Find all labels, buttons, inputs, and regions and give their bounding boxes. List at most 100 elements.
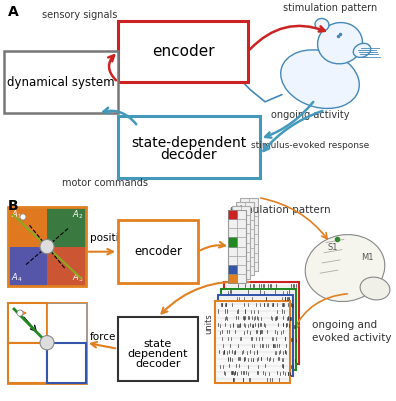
Circle shape [17,310,23,316]
Text: decoder: decoder [135,359,181,369]
Bar [118,116,260,178]
Bar [228,247,237,256]
Bar [232,243,241,252]
Bar [228,228,237,237]
Bar [118,220,198,284]
Bar [245,248,254,257]
Bar [245,220,254,229]
Text: encoder: encoder [152,44,214,59]
Bar [240,198,258,271]
Bar [237,228,246,237]
Bar [249,234,258,243]
Bar [4,51,118,113]
Bar [241,233,250,243]
Bar [236,220,245,229]
Bar [241,261,250,270]
Bar [232,206,241,215]
Bar [228,210,237,219]
Bar [245,202,254,211]
Bar [47,247,86,286]
Bar [232,215,241,224]
Bar [8,207,47,247]
Bar [241,215,250,224]
Bar [236,211,245,220]
Bar [8,303,47,343]
Text: $A_1$: $A_1$ [11,209,22,221]
Bar [249,225,258,234]
Text: position: position [90,233,131,243]
Bar [228,265,237,274]
Bar [240,234,249,243]
Text: ongoing activity: ongoing activity [271,110,349,120]
Text: units: units [204,313,213,334]
Bar [8,247,47,286]
Bar [245,266,254,275]
Bar [240,243,249,253]
Bar [236,202,254,275]
Bar [245,239,254,247]
Bar [228,219,237,228]
Bar [8,303,86,383]
Ellipse shape [318,22,362,64]
Text: $A_2$: $A_2$ [72,209,83,221]
Bar [228,210,246,284]
Bar [228,274,237,284]
Bar [236,202,245,211]
Bar [47,207,86,247]
Bar [240,225,249,234]
Ellipse shape [305,235,385,302]
Bar [241,224,250,233]
Text: dynamical system: dynamical system [7,76,115,89]
Bar [245,229,254,239]
Text: stimulation pattern: stimulation pattern [230,205,330,215]
Text: sensory signals: sensory signals [42,10,118,20]
Text: stimulation pattern: stimulation pattern [283,3,377,13]
Ellipse shape [360,277,390,300]
Circle shape [40,336,54,350]
Bar [241,270,250,279]
Bar [8,207,86,286]
Bar [236,266,245,275]
Bar [228,237,237,247]
Bar [237,265,246,274]
Bar [228,210,237,219]
Text: M1: M1 [361,253,373,262]
Bar [237,256,246,265]
Bar [249,216,258,225]
Text: decoder: decoder [161,148,217,162]
Bar [249,253,258,262]
Bar [240,253,249,262]
Bar [237,274,246,284]
Circle shape [20,214,26,220]
Text: force: force [90,332,116,342]
Bar [245,257,254,266]
Bar [241,252,250,261]
Ellipse shape [315,18,329,31]
Text: A: A [8,5,19,19]
Bar [236,257,245,266]
Bar [47,303,86,343]
Text: encoder: encoder [134,245,182,258]
Bar [249,207,258,216]
Text: time: time [242,372,261,381]
Bar [240,216,249,225]
Bar [240,198,249,207]
Bar [249,198,258,207]
Bar [249,262,258,271]
Text: stimulus-evoked response: stimulus-evoked response [251,141,369,150]
Bar [232,270,241,279]
Bar [228,274,237,284]
Bar [240,262,249,271]
Text: $A_4$: $A_4$ [11,272,23,284]
Bar [241,206,250,215]
Bar [232,206,250,279]
Text: S1: S1 [328,243,338,252]
Bar [228,256,237,265]
Bar [236,248,245,257]
Bar [240,207,249,216]
Bar [232,252,241,261]
Bar [232,224,241,233]
Text: motor commands: motor commands [62,178,148,188]
Bar [228,237,237,247]
Bar [237,210,246,219]
